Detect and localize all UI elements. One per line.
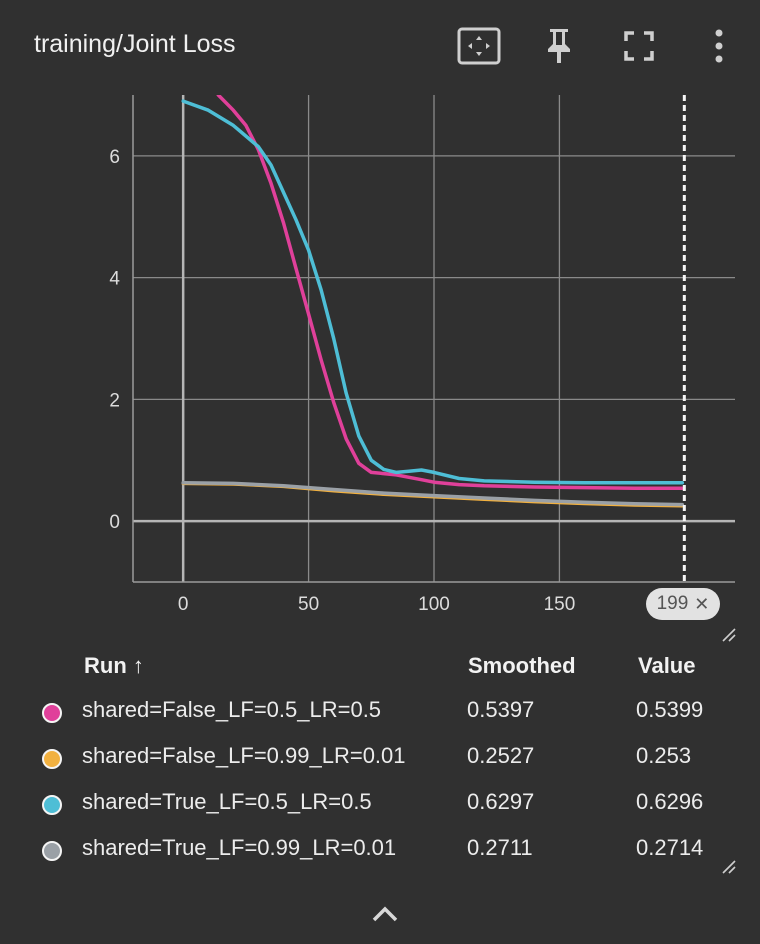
- value-column-header[interactable]: Value: [638, 653, 696, 678]
- series-line[interactable]: [216, 95, 685, 491]
- smoothed-column-header[interactable]: Smoothed: [468, 653, 576, 678]
- pin-icon: [548, 29, 570, 63]
- tick-labels: 0 50 100 150 0 2 4 6: [109, 147, 575, 615]
- run-name: shared=False_LF=0.99_LR=0.01: [82, 743, 406, 768]
- grid: [133, 95, 735, 582]
- series-lines: [181, 95, 685, 508]
- chevron-up-icon[interactable]: [369, 900, 401, 928]
- smoothed-value: 0.5397: [467, 697, 535, 722]
- x-tick-label: 50: [298, 594, 319, 615]
- series-color-dot: [42, 749, 62, 769]
- run-name: shared=False_LF=0.5_LR=0.5: [82, 697, 382, 722]
- x-tick-label: 150: [544, 594, 576, 615]
- legend-row[interactable]: shared=True_LF=0.99_LR=0.01 0.2711 0.271…: [0, 829, 760, 875]
- smoothed-value: 0.2527: [467, 743, 535, 768]
- resize-handle-icon[interactable]: [720, 626, 736, 642]
- axes: [132, 95, 735, 583]
- raw-value: 0.5399: [636, 697, 704, 722]
- close-icon[interactable]: ✕: [694, 593, 710, 614]
- raw-value: 0.6296: [636, 789, 704, 814]
- step-badge-label: 199: [656, 593, 689, 614]
- run-name: shared=True_LF=0.5_LR=0.5: [82, 789, 372, 814]
- step-badge[interactable]: 199 ✕: [646, 588, 720, 620]
- legend-row[interactable]: shared=True_LF=0.5_LR=0.5 0.6297 0.6296: [0, 783, 760, 829]
- raw-value: 0.253: [636, 743, 692, 768]
- series-color-dot: [42, 795, 62, 815]
- y-tick-label: 4: [109, 269, 120, 290]
- chart-title: training/Joint Loss: [34, 30, 236, 58]
- pin-button[interactable]: [537, 26, 581, 66]
- y-tick-label: 2: [109, 390, 120, 411]
- fullscreen-icon: [624, 31, 654, 61]
- fullscreen-button[interactable]: [617, 26, 661, 66]
- smoothed-value: 0.6297: [467, 789, 535, 814]
- resize-handle-icon[interactable]: [720, 858, 736, 874]
- series-color-dot: [42, 841, 62, 861]
- line-chart[interactable]: 0 50 100 150 0 2 4 6: [0, 0, 760, 640]
- run-name: shared=True_LF=0.99_LR=0.01: [82, 835, 397, 860]
- x-tick-label: 0: [178, 594, 189, 615]
- series-line[interactable]: [181, 481, 685, 507]
- raw-value: 0.2714: [636, 835, 704, 860]
- smoothed-value: 0.2711: [467, 835, 533, 860]
- legend-row[interactable]: shared=False_LF=0.99_LR=0.01 0.2527 0.25…: [0, 737, 760, 783]
- fit-domain-icon: [457, 27, 501, 65]
- series-color-dot: [42, 703, 62, 723]
- legend-row[interactable]: shared=False_LF=0.5_LR=0.5 0.5397 0.5399: [0, 691, 760, 737]
- more-options-button[interactable]: [697, 26, 741, 66]
- fit-domain-button[interactable]: [457, 26, 501, 66]
- y-tick-label: 6: [109, 147, 120, 168]
- run-column-header[interactable]: Run ↑: [84, 653, 144, 678]
- x-tick-label: 100: [418, 594, 450, 615]
- y-tick-label: 0: [109, 512, 120, 533]
- series-line[interactable]: [181, 99, 685, 485]
- more-vert-icon: [715, 29, 723, 63]
